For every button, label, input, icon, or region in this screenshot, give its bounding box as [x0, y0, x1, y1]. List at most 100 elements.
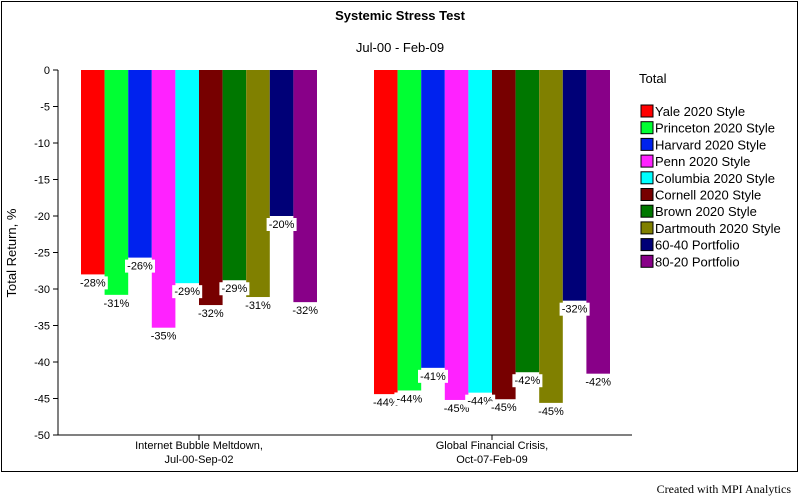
- data-label: -32%: [198, 308, 224, 320]
- data-label-bg: [394, 392, 425, 406]
- data-label: -20%: [269, 219, 295, 231]
- data-label-bg: [101, 296, 132, 310]
- legend-swatch: [640, 204, 654, 218]
- y-tick-label: -10: [34, 138, 50, 150]
- chart-title: Systemic Stress Test: [335, 8, 465, 23]
- legend-entry: 80-20 Portfolio: [655, 254, 740, 269]
- data-label-bg: [172, 285, 203, 299]
- data-label: -28%: [80, 277, 106, 289]
- legend-swatch: [640, 137, 654, 151]
- bar: [246, 70, 270, 298]
- data-label-bg: [512, 374, 543, 388]
- y-axis-label: Total Return, %: [4, 208, 19, 297]
- y-tick-label: -40: [34, 357, 50, 369]
- legend-entry: 60-40 Portfolio: [655, 238, 740, 253]
- chart-subtitle: Jul-00 - Feb-09: [356, 40, 444, 55]
- data-label-bg: [418, 369, 448, 383]
- bar: [539, 70, 563, 403]
- legend-swatch: [640, 238, 654, 252]
- legend-swatch: [640, 104, 654, 118]
- bar: [397, 70, 422, 391]
- legend-swatch: [640, 188, 654, 201]
- bar: [515, 70, 540, 373]
- bar: [151, 70, 176, 328]
- data-label-bg: [219, 282, 250, 296]
- y-tick-label: -45: [34, 394, 50, 406]
- bar: [199, 70, 223, 306]
- legend-swatch: [640, 154, 654, 168]
- legend: Yale 2020 Style Princeton 2020 StyleHarva…: [640, 104, 781, 269]
- legend-swatch: [640, 121, 654, 135]
- data-label-bg: [243, 299, 273, 313]
- data-labels: -28% -44% -31% -44% -26% -41% -35% -45% -29% -44%…: [77, 218, 614, 418]
- axes: 0 -5 -10 -15 -20 -25 -30 -35 -40 -45 -50: [34, 65, 632, 442]
- bar: [269, 70, 294, 216]
- y-tick-label: -50: [34, 430, 50, 442]
- y-tick-label: -15: [34, 175, 50, 187]
- legend-swatch: [640, 254, 654, 268]
- legend-entry: Penn 2020 Style: [655, 154, 750, 169]
- category-label: Global Financial Crisis,: [436, 440, 548, 452]
- data-label: -31%: [245, 300, 271, 312]
- bar: [374, 70, 398, 395]
- legend-swatch: [640, 221, 654, 235]
- bar: [444, 70, 469, 400]
- legend-entry: Brown 2020 Style: [655, 204, 757, 219]
- footer-credit: Created with MPI Analytics: [656, 482, 791, 496]
- legend-entry: Harvard 2020 Style: [655, 137, 766, 152]
- data-label-bg: [290, 304, 321, 318]
- bar: [586, 70, 610, 374]
- data-label: -42%: [585, 377, 611, 389]
- data-label: -32%: [562, 304, 588, 316]
- y-tick-label: -5: [40, 102, 50, 114]
- data-label-bg: [77, 276, 108, 290]
- data-label-bg: [536, 404, 566, 418]
- y-tick-label: -30: [34, 284, 50, 296]
- bars: [81, 70, 610, 403]
- legend-entry: Cornell 2020 Style: [655, 188, 761, 203]
- bar: [421, 70, 445, 368]
- data-label: -45%: [491, 402, 517, 414]
- data-label-bg: [148, 329, 179, 343]
- data-label: -32%: [292, 305, 318, 317]
- legend-entry: Columbia 2020 Style: [655, 171, 775, 186]
- data-label-bg: [583, 375, 614, 389]
- data-label: -42%: [515, 375, 541, 387]
- data-label-bg: [488, 401, 519, 415]
- data-label-bg: [441, 401, 472, 415]
- bar: [468, 70, 492, 393]
- bar: [81, 70, 105, 275]
- bar: [175, 70, 199, 284]
- data-label-bg: [125, 259, 155, 273]
- chart-frame: [1, 1, 798, 472]
- category-label: Internet Bubble Meltdown,: [135, 440, 263, 452]
- data-label-bg: [195, 307, 226, 321]
- data-label: -45%: [538, 406, 564, 418]
- legend-swatch: [640, 171, 654, 185]
- legend-title: Total: [639, 71, 667, 86]
- bar: [104, 70, 129, 295]
- category-labels: Internet Bubble Meltdown, Jul-00-Sep-02 Gl…: [135, 435, 548, 466]
- legend-entry: Princeton 2020 Style: [655, 121, 775, 136]
- data-label: -41%: [420, 371, 446, 383]
- legend-entry: Yale 2020 Style: [655, 104, 745, 119]
- data-label: -35%: [151, 331, 177, 343]
- data-label: -44%: [467, 396, 493, 408]
- data-label-bg: [266, 218, 297, 231]
- bar: [222, 70, 247, 281]
- data-label-bg: [370, 396, 401, 410]
- data-label: -44%: [397, 393, 423, 405]
- data-label: -45%: [444, 403, 470, 415]
- data-label-bg: [465, 394, 496, 408]
- bar: [562, 70, 587, 301]
- y-tick-label: -25: [34, 248, 50, 260]
- data-label: -26%: [127, 261, 153, 273]
- data-label-bg: [559, 302, 590, 316]
- y-tick-label: -20: [34, 211, 50, 223]
- category-label: Jul-00-Sep-02: [164, 454, 233, 466]
- data-label: -29%: [174, 286, 200, 298]
- bar: [128, 70, 152, 258]
- category-label: Oct-07-Feb-09: [456, 454, 528, 466]
- legend-entry: Dartmouth 2020 Style: [655, 221, 781, 236]
- data-label: -44%: [373, 397, 399, 409]
